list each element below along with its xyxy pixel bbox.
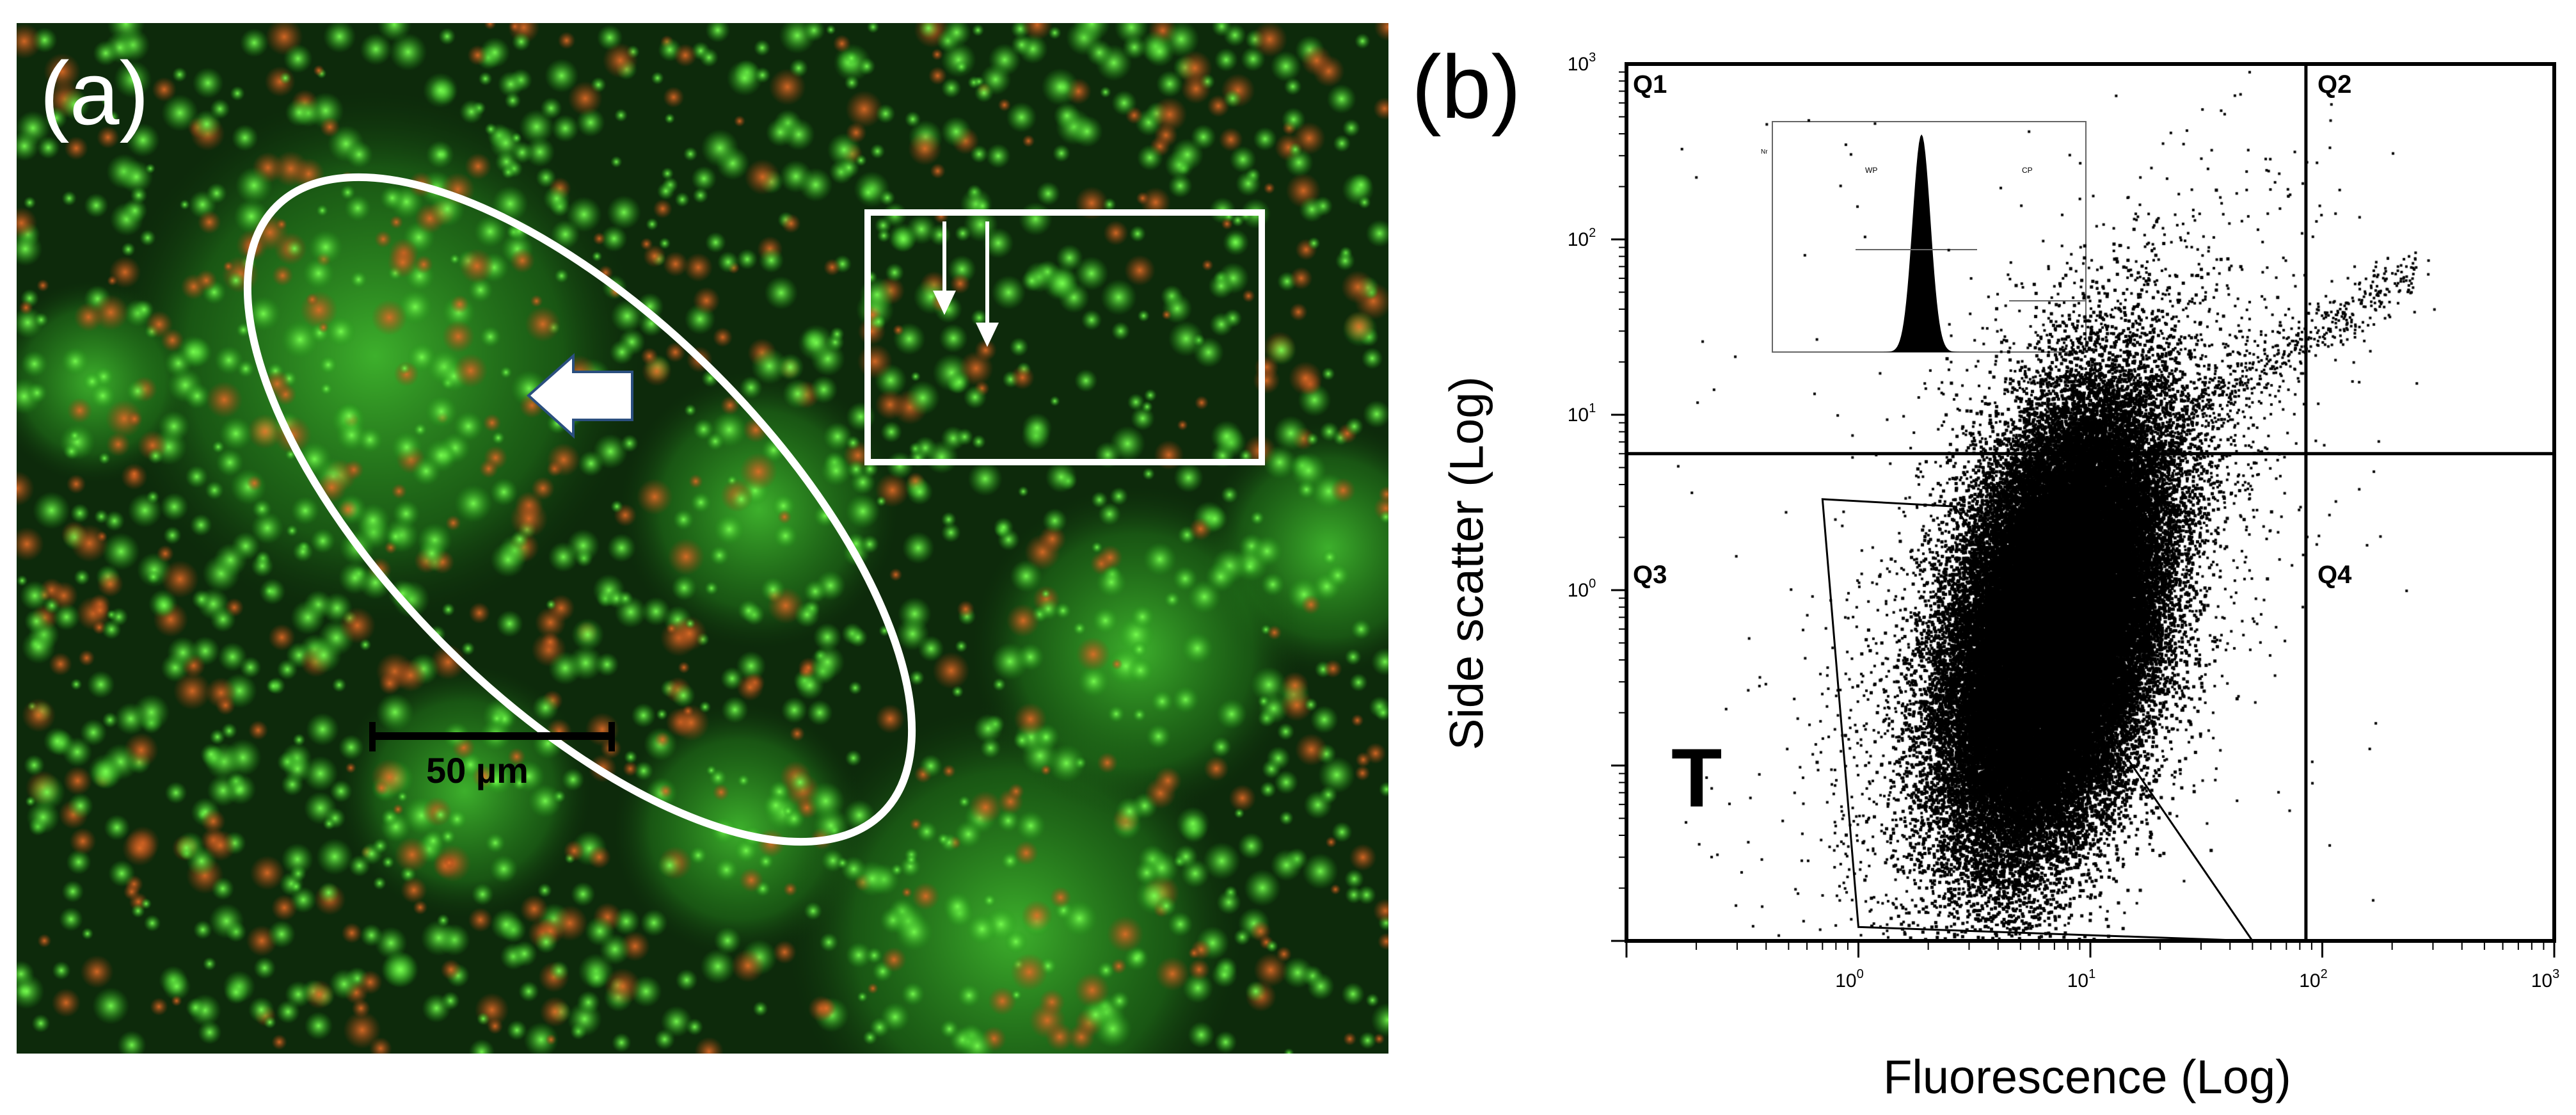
gate-polygon: [1821, 498, 2255, 942]
x-axis-label: Fluorescence (Log): [1883, 1050, 2291, 1103]
y-tick-label: 102: [1568, 226, 1596, 250]
panel-b-label: (b): [1411, 36, 1522, 137]
highlight-box: [864, 209, 1265, 465]
quadrant-label-q1: Q1: [1633, 70, 1667, 99]
micrograph-panel: (a) 50 µm: [17, 23, 1388, 1054]
scatter-points: [1626, 64, 2554, 941]
y-axis: 100 101 102 103: [1568, 51, 1626, 942]
x-axis: 100 101 102 103: [1625, 941, 2560, 991]
y-tick-label: 103: [1568, 51, 1596, 75]
plot-area: [1625, 62, 2556, 943]
quadrant-label-q4: Q4: [2318, 561, 2352, 589]
highlight-ellipse: [243, 173, 916, 846]
down-arrow-icon: [976, 221, 999, 347]
quadrant-label-q3: Q3: [1633, 561, 1667, 589]
y-tick-label: 101: [1568, 401, 1596, 426]
x-tick-label: 101: [2067, 967, 2096, 991]
micrograph-annotations: [243, 173, 1265, 846]
micrograph-image: [17, 23, 1388, 1054]
scatter-plot-overlay: 100 101 102 103 100 101 102 103: [1568, 51, 2560, 991]
y-axis-label: Side scatter (Log): [1440, 376, 1493, 751]
scale-bar-label: 50 µm: [426, 750, 529, 790]
x-tick-label: 100: [1835, 967, 1864, 991]
scale-bar: [369, 722, 615, 751]
gate-label: T: [1671, 731, 1722, 824]
left-block-arrow-icon: [526, 353, 633, 439]
y-tick-label: 100: [1568, 577, 1596, 601]
x-tick-label: 102: [2299, 967, 2328, 991]
down-arrow-icon: [933, 221, 956, 315]
quadrant-label-q2: Q2: [2318, 70, 2352, 99]
x-tick-label: 103: [2531, 967, 2560, 991]
panel-a-label: (a): [40, 43, 150, 143]
